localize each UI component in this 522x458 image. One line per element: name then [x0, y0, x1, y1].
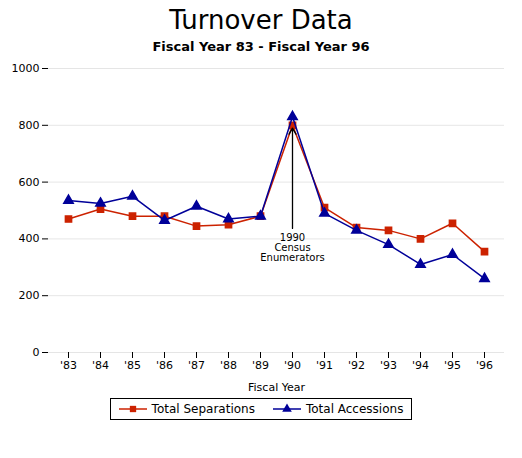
svg-text:'91: '91: [316, 359, 333, 372]
svg-text:'83: '83: [60, 359, 77, 372]
svg-text:200: 200: [19, 289, 40, 302]
svg-text:0: 0: [33, 346, 40, 359]
svg-text:'96: '96: [476, 359, 493, 372]
svg-text:'85: '85: [124, 359, 141, 372]
svg-text:Fiscal Year: Fiscal Year: [248, 381, 305, 394]
svg-text:'92: '92: [348, 359, 365, 372]
svg-text:'95: '95: [444, 359, 461, 372]
html-text:Total Separations: Total Separations: [151, 402, 255, 416]
svg-text:'93: '93: [380, 359, 397, 372]
svg-text:'89: '89: [252, 359, 269, 372]
html-text:Fiscal Year 83 - Fiscal Year 9: Fiscal Year 83 - Fiscal Year 96: [152, 39, 370, 54]
svg-text:600: 600: [19, 176, 40, 189]
html-text:Total Accessions: Total Accessions: [305, 402, 404, 416]
svg-text:'86: '86: [156, 359, 173, 372]
svg-text:'87: '87: [188, 359, 205, 372]
svg-text:'88: '88: [220, 359, 237, 372]
svg-text:800: 800: [19, 119, 40, 132]
svg-text:1990CensusEnumerators: 1990CensusEnumerators: [260, 232, 325, 263]
svg-text:400: 400: [19, 232, 40, 245]
svg-text:'84: '84: [92, 359, 109, 372]
html-text:Turnover Data: Turnover Data: [169, 5, 353, 35]
svg-text:'94: '94: [412, 359, 429, 372]
svg-text:1000: 1000: [12, 62, 40, 75]
svg-text:'90: '90: [284, 359, 301, 372]
